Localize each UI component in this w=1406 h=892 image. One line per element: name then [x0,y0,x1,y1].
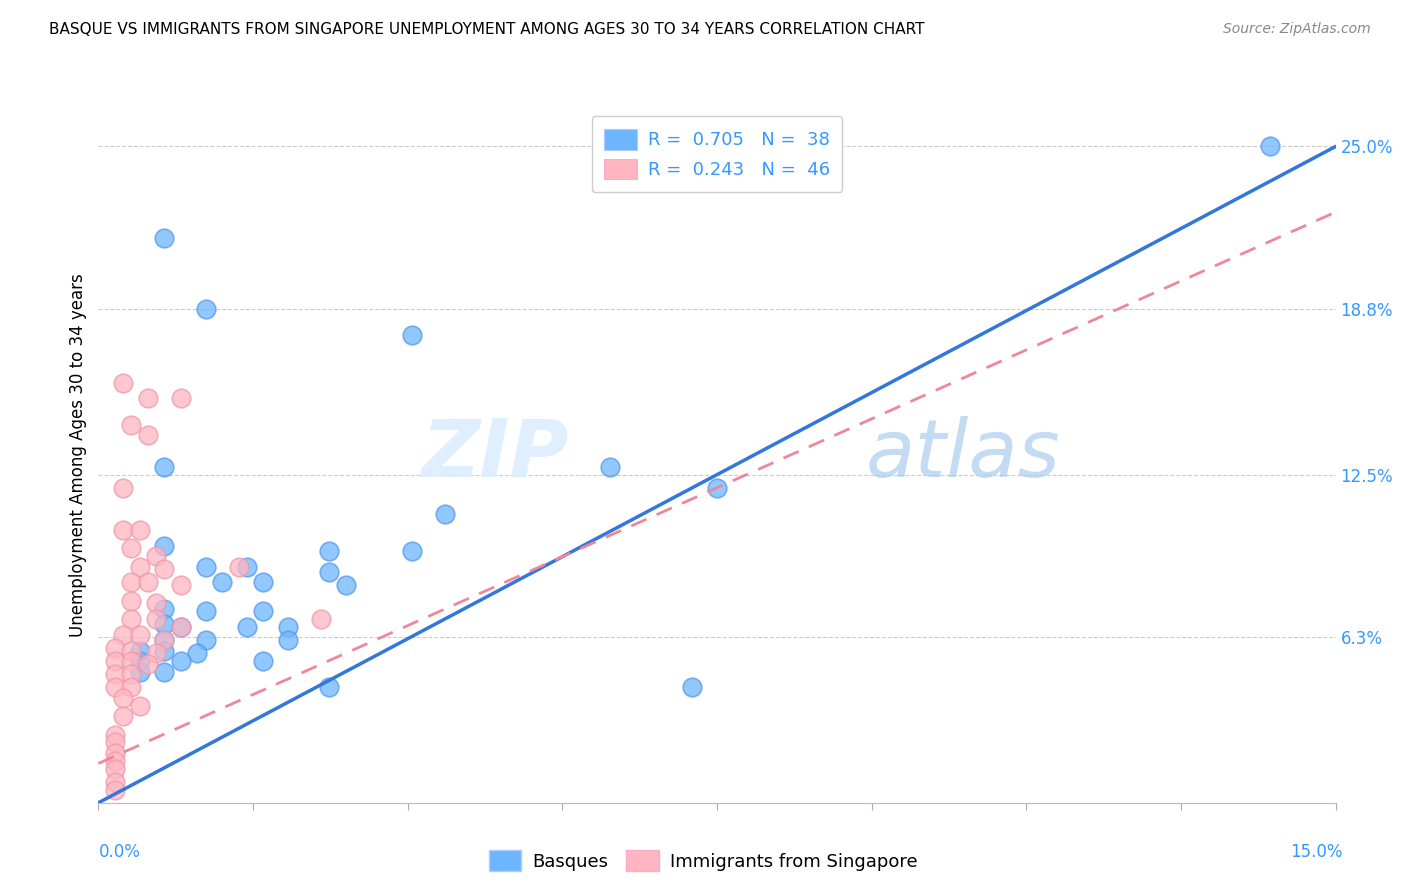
Point [433,507,456,521]
Point [145,596,167,610]
Point [153,633,176,648]
Point [128,523,150,537]
Point [120,654,142,668]
Point [153,601,176,615]
Point [401,328,423,343]
Point [318,543,340,558]
Point [104,727,127,741]
Point [104,746,127,760]
Point [112,628,135,642]
Point [170,392,193,406]
Text: 15.0%: 15.0% [1291,843,1343,861]
Point [318,565,340,579]
Point [128,628,150,642]
Point [153,539,176,553]
Point [136,428,159,442]
Legend: R =  0.705   N =  38, R =  0.243   N =  46: R = 0.705 N = 38, R = 0.243 N = 46 [592,116,842,192]
Point [120,593,142,607]
Text: BASQUE VS IMMIGRANTS FROM SINGAPORE UNEMPLOYMENT AMONG AGES 30 TO 34 YEARS CORRE: BASQUE VS IMMIGRANTS FROM SINGAPORE UNEM… [49,22,925,37]
Point [1258,139,1281,153]
Point [120,643,142,657]
Point [170,620,193,634]
Point [120,612,142,626]
Point [153,617,176,632]
Point [153,643,176,657]
Point [211,575,233,590]
Point [252,575,274,590]
Y-axis label: Unemployment Among Ages 30 to 34 years: Unemployment Among Ages 30 to 34 years [69,273,87,637]
Text: atlas: atlas [866,416,1060,494]
Point [194,604,217,618]
Point [145,612,167,626]
Point [236,559,259,574]
Point [186,646,208,660]
Point [104,782,127,797]
Point [277,633,299,648]
Point [170,578,193,592]
Point [706,481,728,495]
Point [194,633,217,648]
Point [104,680,127,694]
Point [318,680,340,694]
Text: ZIP: ZIP [422,416,568,494]
Point [104,654,127,668]
Point [104,640,127,655]
Point [153,231,176,245]
Point [128,559,150,574]
Point [153,633,176,648]
Point [128,665,150,679]
Point [153,459,176,474]
Point [120,417,142,432]
Point [112,709,135,723]
Text: 0.0%: 0.0% [98,843,141,861]
Point [136,392,159,406]
Point [309,612,332,626]
Point [104,774,127,789]
Point [104,667,127,681]
Point [120,575,142,590]
Point [120,667,142,681]
Point [153,562,176,576]
Point [128,698,150,713]
Point [104,762,127,776]
Point [194,559,217,574]
Point [170,620,193,634]
Point [120,680,142,694]
Legend: Basques, Immigrants from Singapore: Basques, Immigrants from Singapore [482,843,924,879]
Point [112,376,135,390]
Point [252,654,274,668]
Point [681,680,703,694]
Point [813,139,835,153]
Point [277,620,299,634]
Point [112,523,135,537]
Point [136,575,159,590]
Point [112,690,135,705]
Point [401,543,423,558]
Point [112,481,135,495]
Point [252,604,274,618]
Point [128,643,150,657]
Point [153,665,176,679]
Point [120,541,142,555]
Point [128,654,150,668]
Text: Source: ZipAtlas.com: Source: ZipAtlas.com [1223,22,1371,37]
Point [194,302,217,317]
Point [104,754,127,768]
Point [335,578,357,592]
Point [236,620,259,634]
Point [170,654,193,668]
Point [136,657,159,671]
Point [599,459,621,474]
Point [145,646,167,660]
Point [228,559,250,574]
Point [104,735,127,749]
Point [145,549,167,563]
